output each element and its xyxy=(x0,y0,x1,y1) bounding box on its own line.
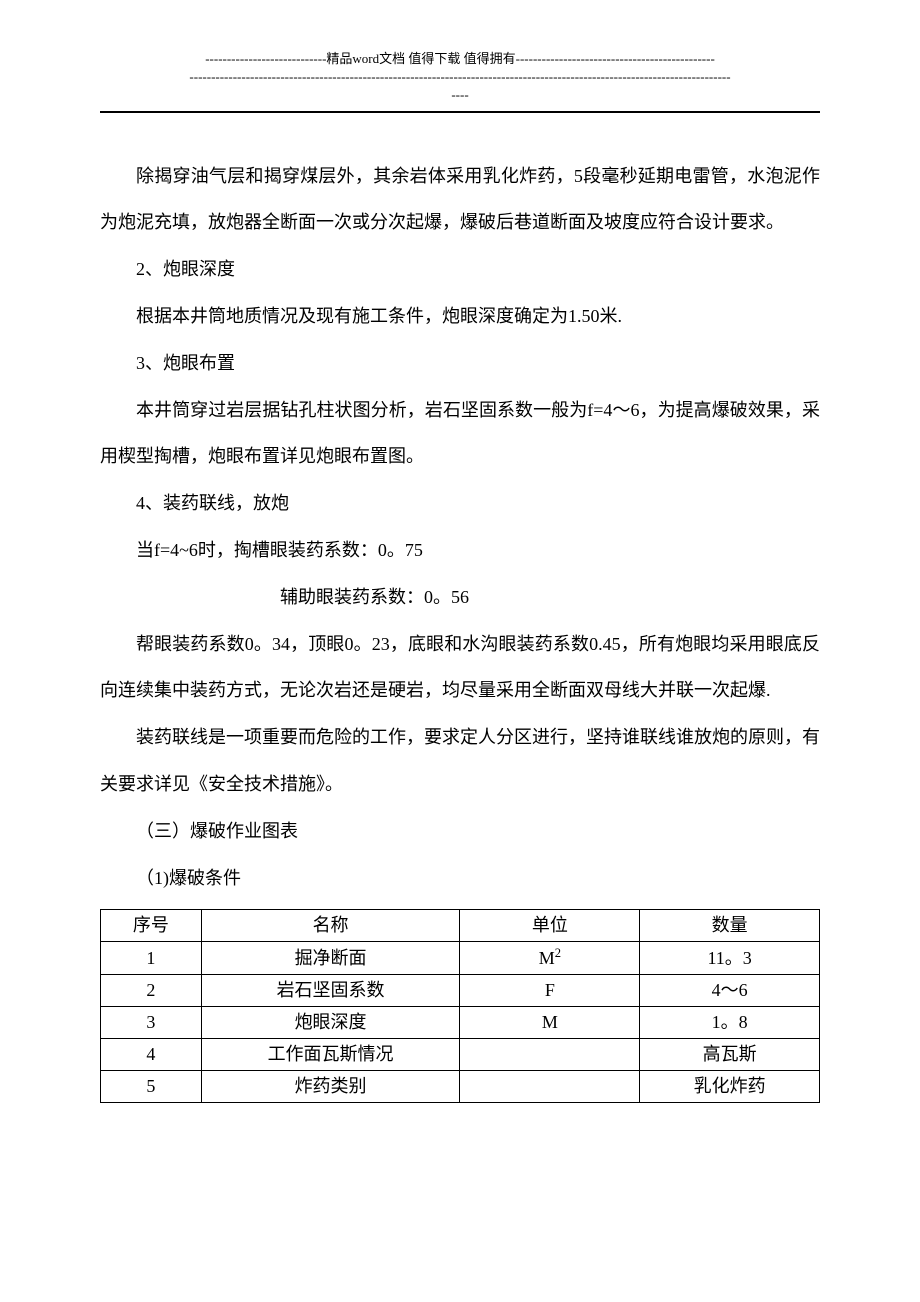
paragraph: 4、装药联线，放炮 xyxy=(100,480,820,527)
header-rule xyxy=(100,111,820,113)
cell-name: 岩石坚固系数 xyxy=(201,975,460,1007)
paragraph: 辅助眼装药系数：0。56 xyxy=(100,574,820,621)
cell-unit xyxy=(460,1039,640,1071)
cell-name: 掘净断面 xyxy=(201,942,460,975)
paragraph: 帮眼装药系数0。34，顶眼0。23，底眼和水沟眼装药系数0.45，所有炮眼均采用… xyxy=(100,621,820,715)
col-header-unit: 单位 xyxy=(460,910,640,942)
paragraph: 当f=4~6时，掏槽眼装药系数：0。75 xyxy=(100,527,820,574)
cell-unit: F xyxy=(460,975,640,1007)
cell-unit: M2 xyxy=(460,942,640,975)
paragraph: 根据本井筒地质情况及现有施工条件，炮眼深度确定为1.50米. xyxy=(100,293,820,340)
paragraph: （三）爆破作业图表 xyxy=(100,808,820,855)
cell-seq: 1 xyxy=(101,942,202,975)
cell-seq: 3 xyxy=(101,1007,202,1039)
header-banner: ----------------------------精品word文档 值得下… xyxy=(100,50,820,105)
table-row: 3 炮眼深度 M 1。8 xyxy=(101,1007,820,1039)
table-row: 1 掘净断面 M2 11。3 xyxy=(101,942,820,975)
document-body: 除揭穿油气层和揭穿煤层外，其余岩体采用乳化炸药，5段毫秒延期电雷管，水泡泥作为炮… xyxy=(100,153,820,1104)
cell-unit: M xyxy=(460,1007,640,1039)
header-line-3: ---- xyxy=(100,86,820,104)
cell-seq: 4 xyxy=(101,1039,202,1071)
cell-seq: 2 xyxy=(101,975,202,1007)
paragraph: （1)爆破条件 xyxy=(100,855,820,902)
document-page: ----------------------------精品word文档 值得下… xyxy=(0,0,920,1163)
cell-qty: 乳化炸药 xyxy=(640,1071,820,1103)
col-header-qty: 数量 xyxy=(640,910,820,942)
header-line-2: ----------------------------------------… xyxy=(100,68,820,86)
col-header-seq: 序号 xyxy=(101,910,202,942)
paragraph: 2、炮眼深度 xyxy=(100,246,820,293)
table-row: 4 工作面瓦斯情况 高瓦斯 xyxy=(101,1039,820,1071)
cell-name: 炮眼深度 xyxy=(201,1007,460,1039)
cell-qty: 11。3 xyxy=(640,942,820,975)
paragraph: 3、炮眼布置 xyxy=(100,340,820,387)
table-row: 2 岩石坚固系数 F 4～6 xyxy=(101,975,820,1007)
cell-qty: 高瓦斯 xyxy=(640,1039,820,1071)
table-row: 5 炸药类别 乳化炸药 xyxy=(101,1071,820,1103)
paragraph: 除揭穿油气层和揭穿煤层外，其余岩体采用乳化炸药，5段毫秒延期电雷管，水泡泥作为炮… xyxy=(100,153,820,247)
cell-name: 工作面瓦斯情况 xyxy=(201,1039,460,1071)
paragraph: 本井筒穿过岩层据钻孔柱状图分析，岩石坚固系数一般为f=4～6，为提高爆破效果，采… xyxy=(100,387,820,481)
cell-name: 炸药类别 xyxy=(201,1071,460,1103)
cell-qty: 1。8 xyxy=(640,1007,820,1039)
blasting-conditions-table: 序号 名称 单位 数量 1 掘净断面 M2 11。3 2 岩石坚固系数 F 4～ xyxy=(100,909,820,1103)
table-header-row: 序号 名称 单位 数量 xyxy=(101,910,820,942)
cell-unit xyxy=(460,1071,640,1103)
header-line-1: ----------------------------精品word文档 值得下… xyxy=(100,50,820,68)
cell-seq: 5 xyxy=(101,1071,202,1103)
cell-qty: 4～6 xyxy=(640,975,820,1007)
table-body: 1 掘净断面 M2 11。3 2 岩石坚固系数 F 4～6 3 炮眼深度 M 1… xyxy=(101,942,820,1103)
paragraph: 装药联线是一项重要而危险的工作，要求定人分区进行，坚持谁联线谁放炮的原则，有关要… xyxy=(100,714,820,808)
col-header-name: 名称 xyxy=(201,910,460,942)
